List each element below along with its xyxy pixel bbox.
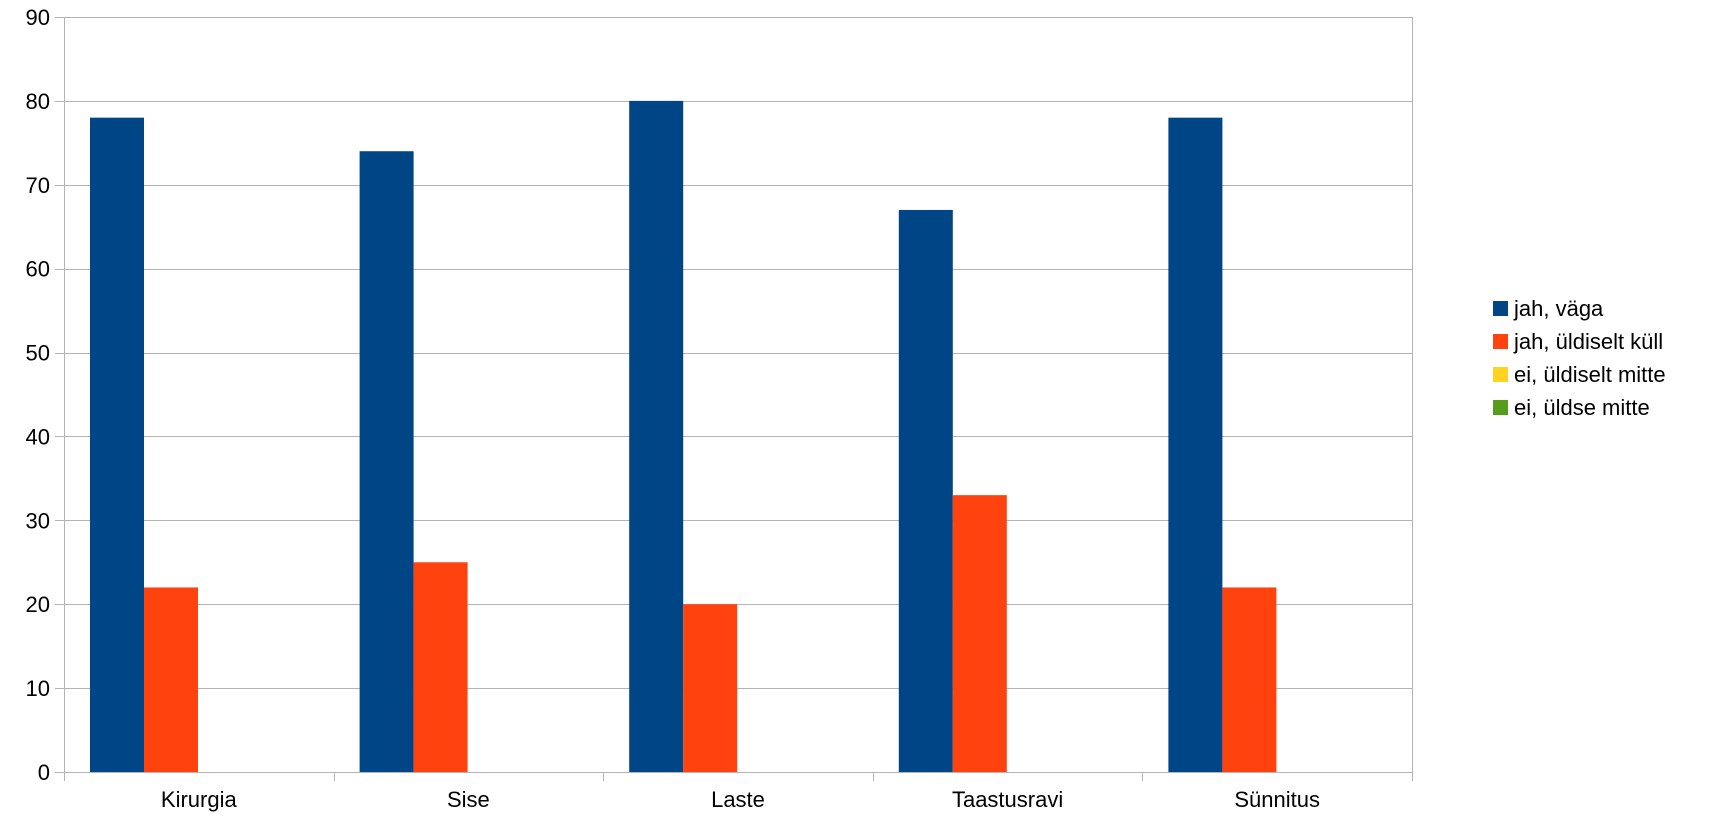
x-tick-label: Kirurgia — [161, 787, 238, 812]
axes — [55, 17, 1413, 781]
x-tick-label: Sünnitus — [1234, 787, 1320, 812]
bar — [1222, 587, 1277, 772]
y-tick-label: 30 — [26, 508, 50, 533]
bars — [90, 100, 1277, 772]
x-tick-label: Laste — [711, 787, 765, 812]
legend-swatch — [1493, 301, 1508, 316]
y-tick-label: 50 — [26, 341, 50, 366]
legend-item: ei, üldiselt mitte — [1493, 358, 1666, 391]
x-tick-label: Sise — [447, 787, 490, 812]
legend-label: jah, väga — [1514, 295, 1604, 321]
grid-lines — [64, 17, 1412, 773]
y-tick-label: 90 — [26, 5, 50, 30]
legend-swatch — [1493, 400, 1508, 415]
y-tick-labels: 0 10 20 30 40 50 60 70 80 90 — [26, 5, 50, 785]
bar — [413, 562, 468, 772]
x-tick-labels: Kirurgia Sise Laste Taastusravi Sünnitus — [161, 787, 1320, 812]
bar — [952, 495, 1007, 772]
legend-label: jah, üldiselt küll — [1514, 328, 1664, 354]
legend-label: ei, üldiselt mitte — [1514, 361, 1666, 387]
legend-item: ei, üldse mitte — [1493, 391, 1666, 424]
bar — [90, 117, 144, 772]
legend-swatch — [1493, 334, 1508, 349]
legend-swatch — [1493, 367, 1508, 382]
y-tick-label: 80 — [26, 89, 50, 114]
x-tick-label: Taastusravi — [952, 787, 1063, 812]
bar — [629, 100, 684, 772]
bar — [683, 604, 738, 772]
bar — [1168, 117, 1223, 772]
bar — [359, 151, 414, 772]
bar — [898, 209, 953, 772]
y-tick-label: 10 — [26, 676, 50, 701]
y-tick-label: 20 — [26, 592, 50, 617]
legend-item: jah, üldiselt küll — [1493, 325, 1666, 358]
legend: jah, väga jah, üldiselt küll ei, üldiselt … — [1493, 292, 1666, 424]
y-tick-label: 60 — [26, 257, 50, 282]
legend-item: jah, väga — [1493, 292, 1666, 325]
bar — [144, 587, 198, 772]
y-tick-label: 70 — [26, 173, 50, 198]
y-tick-label: 0 — [38, 760, 50, 785]
legend-label: ei, üldse mitte — [1514, 394, 1650, 420]
y-tick-label: 40 — [26, 424, 50, 449]
